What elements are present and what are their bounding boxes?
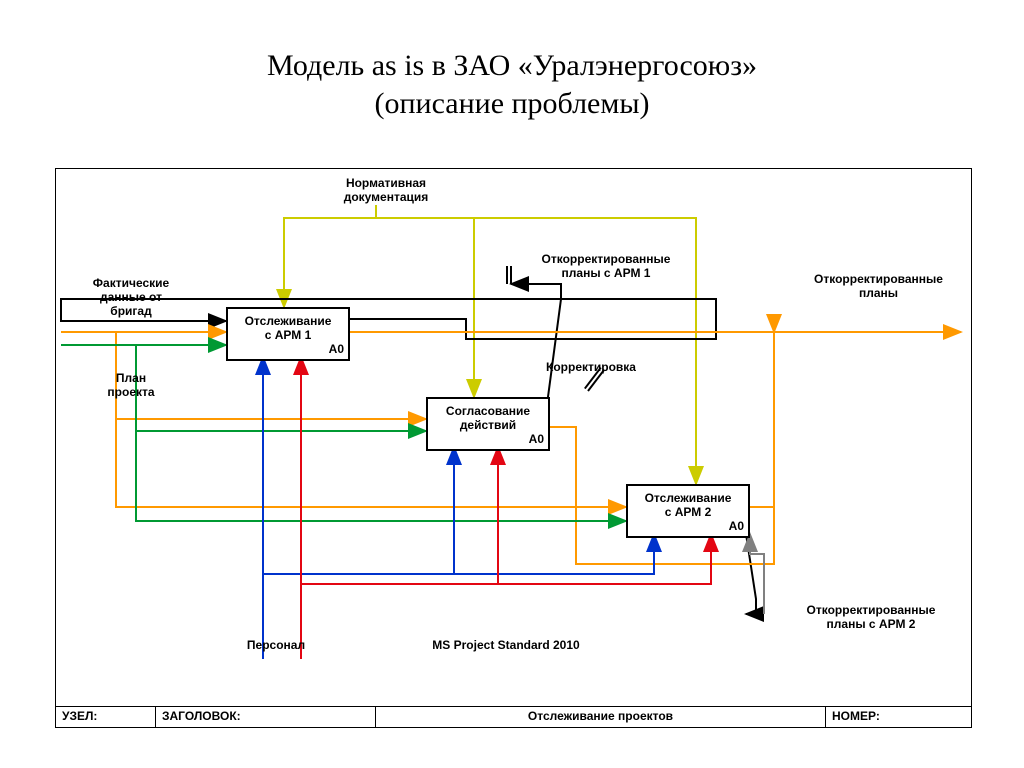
footer-cell: НОМЕР: xyxy=(826,707,971,727)
page-title-1: Модель as is в ЗАО «Уралэнергосоюз» xyxy=(0,48,1024,84)
label-corrplans2: Откорректированныепланы с АРМ 2 xyxy=(776,604,966,632)
label-plan: Планпроекта xyxy=(76,372,186,400)
label-corrplans1: Откорректированныепланы с АРМ 1 xyxy=(511,253,701,281)
label-normdoc: Нормативнаядокументация xyxy=(306,177,466,205)
label-pers: Персонал xyxy=(226,639,326,653)
box-b3: Отслеживаниес АРМ 2A0 xyxy=(626,484,750,538)
box-b1: Отслеживаниес АРМ 1A0 xyxy=(226,307,350,361)
diagram-canvas: Отслеживаниес АРМ 1A0 Согласованиедействи… xyxy=(55,168,972,728)
label-msproj: MS Project Standard 2010 xyxy=(406,639,606,653)
label-corrplans: Откорректированныепланы xyxy=(791,273,966,301)
label-fb: Фактическиеданные отбригад xyxy=(76,277,186,318)
label-korr: Корректировка xyxy=(526,361,656,375)
footer-title: Отслеживание проектов xyxy=(376,707,826,727)
footer-cell: УЗЕЛ: xyxy=(56,707,156,727)
box-b2: СогласованиедействийA0 xyxy=(426,397,550,451)
page-title-2: (описание проблемы) xyxy=(0,86,1024,122)
footer-cell: ЗАГОЛОВОК: xyxy=(156,707,376,727)
diagram-footer: УЗЕЛ:ЗАГОЛОВОК:Отслеживание проектовНОМЕ… xyxy=(56,706,971,727)
